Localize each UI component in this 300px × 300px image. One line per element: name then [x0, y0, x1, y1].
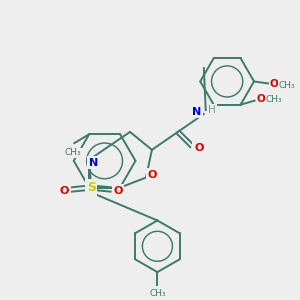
Text: CH₃: CH₃	[149, 289, 166, 298]
Text: O: O	[60, 185, 69, 196]
Text: CH₃: CH₃	[65, 148, 82, 157]
Text: N: N	[193, 107, 202, 117]
Text: H: H	[208, 105, 215, 115]
Text: O: O	[147, 169, 157, 180]
Text: CH₃: CH₃	[266, 95, 282, 104]
Text: N: N	[88, 158, 98, 168]
Text: O: O	[270, 80, 279, 89]
Text: O: O	[194, 143, 203, 153]
Text: O: O	[256, 94, 265, 104]
Text: S: S	[87, 181, 96, 194]
Text: O: O	[113, 185, 123, 196]
Text: CH₃: CH₃	[279, 81, 296, 90]
